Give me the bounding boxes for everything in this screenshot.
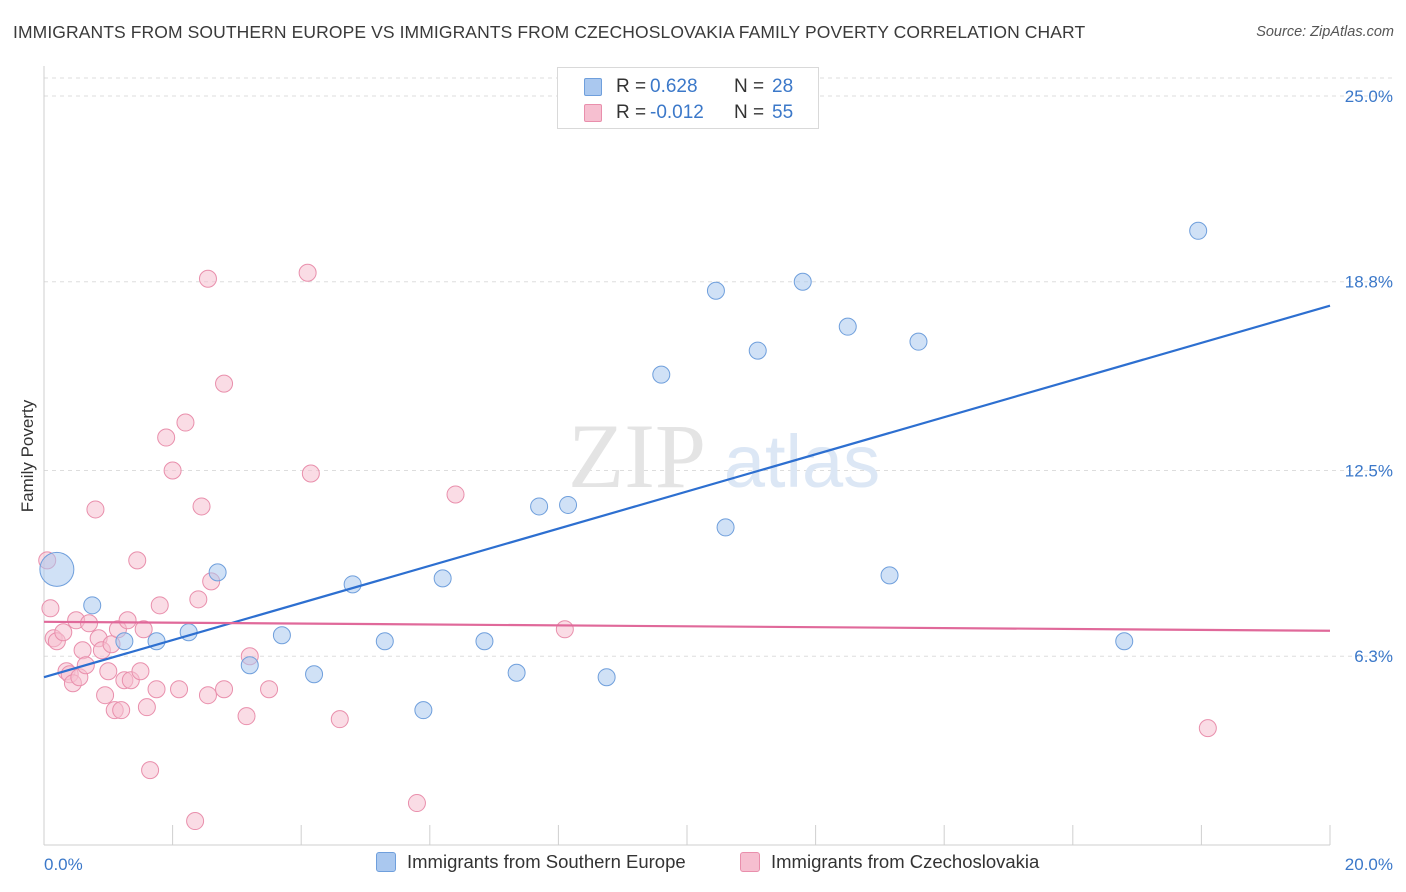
blue-data-point <box>507 663 526 682</box>
pink-data-point <box>330 710 349 729</box>
pink-data-point <box>118 611 137 630</box>
pink-data-point <box>134 620 153 639</box>
blue-legend-swatch <box>376 852 396 872</box>
watermark-atlas: atlas <box>724 420 880 503</box>
pink-data-point <box>73 641 92 660</box>
pink-data-point <box>237 707 256 726</box>
pink-data-point <box>54 623 73 642</box>
blue-data-point <box>597 668 616 687</box>
pink-data-point <box>112 701 131 720</box>
blue-data-point <box>716 518 735 537</box>
pink-data-point <box>215 374 234 393</box>
pink-data-point <box>137 698 156 717</box>
pink-data-point <box>192 497 211 516</box>
pink-data-point <box>86 500 105 519</box>
blue-trend-line <box>43 304 1331 679</box>
pink-data-point <box>176 413 195 432</box>
blue-data-point <box>838 317 857 336</box>
blue-data-point <box>1115 632 1134 651</box>
pink-data-point <box>128 551 147 570</box>
blue-data-point <box>706 281 725 300</box>
pink-trend-line <box>43 620 1331 632</box>
r-value: -0.012 <box>650 102 704 123</box>
pink-data-point <box>99 662 118 681</box>
grid-lines <box>44 77 1394 657</box>
pink-data-point <box>555 620 574 639</box>
n-label: N = <box>734 76 765 97</box>
blue-data-point <box>433 569 452 588</box>
watermark: ZIP atlas <box>568 405 880 507</box>
blue-data-point <box>39 551 75 587</box>
pink-data-point <box>198 269 217 288</box>
pink-data-point <box>186 812 205 831</box>
blue-data-point <box>272 626 291 645</box>
blue-data-point <box>748 341 767 360</box>
blue-data-point <box>208 563 227 582</box>
pink-data-point <box>141 761 160 780</box>
blue-data-point <box>530 497 549 516</box>
pink-data-point <box>80 614 99 633</box>
blue-data-point <box>559 495 578 514</box>
pink-data-point <box>163 461 182 480</box>
n-label: N = <box>734 102 765 123</box>
blue-data-point <box>375 632 394 651</box>
blue-data-point <box>83 596 102 615</box>
watermark-zip: ZIP <box>568 405 706 507</box>
blue-series-points <box>39 221 1208 720</box>
r-label: R = <box>616 76 647 97</box>
blue-data-point <box>414 701 433 720</box>
n-value: 55 <box>772 102 794 123</box>
pink-data-point <box>407 794 426 813</box>
y-tick-label: 12.5% <box>1345 461 1393 480</box>
pink-legend-swatch <box>740 852 760 872</box>
pink-data-point <box>147 680 166 699</box>
pink-data-point <box>189 590 208 609</box>
y-tick-label: 18.8% <box>1345 273 1393 292</box>
pink-data-point <box>41 599 60 618</box>
blue-data-point <box>793 272 812 291</box>
pink-series-points <box>38 263 1217 831</box>
blue-data-point <box>652 365 671 384</box>
legend-label: Immigrants from Southern Europe <box>407 851 686 872</box>
r-label: R = <box>616 102 647 123</box>
blue-data-point <box>1189 221 1208 240</box>
axes <box>43 66 1331 846</box>
pink-data-point <box>215 680 234 699</box>
pink-data-point <box>96 686 115 705</box>
blue-data-point <box>880 566 899 585</box>
pink-data-point <box>170 680 189 699</box>
y-tick-label: 25.0% <box>1345 87 1393 106</box>
pink-data-point <box>157 428 176 447</box>
blue-data-point <box>909 332 928 351</box>
source-credit: Source: ZipAtlas.com <box>1256 24 1394 40</box>
pink-data-point <box>298 263 317 282</box>
x-tick-label: 20.0% <box>1345 855 1393 874</box>
trend-lines <box>43 304 1331 679</box>
pink-swatch <box>584 104 602 122</box>
legend-label: Immigrants from Czechoslovakia <box>771 851 1040 872</box>
pink-data-point <box>198 686 217 705</box>
y-axis-label: Family Poverty <box>18 399 37 513</box>
x-tick-label: 0.0% <box>44 855 83 874</box>
blue-data-point <box>305 665 324 684</box>
pink-data-point <box>150 596 169 615</box>
blue-data-point <box>240 656 259 675</box>
correlation-legend: R = 0.628 N = 28 R = -0.012 N = 55 <box>557 67 819 129</box>
pink-data-point <box>446 485 465 504</box>
y-tick-label: 6.3% <box>1354 647 1393 666</box>
pink-data-point <box>131 662 150 681</box>
n-value: 28 <box>772 76 794 97</box>
blue-swatch <box>584 78 602 96</box>
blue-data-point <box>475 632 494 651</box>
r-value: 0.628 <box>650 76 698 97</box>
pink-data-point <box>1198 719 1217 738</box>
pink-data-point <box>301 464 320 483</box>
chart-title: IMMIGRANTS FROM SOUTHERN EUROPE VS IMMIG… <box>13 22 1086 42</box>
blue-data-point <box>115 632 134 651</box>
tick-labels: 6.3% 12.5% 18.8% 25.0% 0.0% 20.0% <box>44 87 1393 874</box>
pink-data-point <box>260 680 279 699</box>
